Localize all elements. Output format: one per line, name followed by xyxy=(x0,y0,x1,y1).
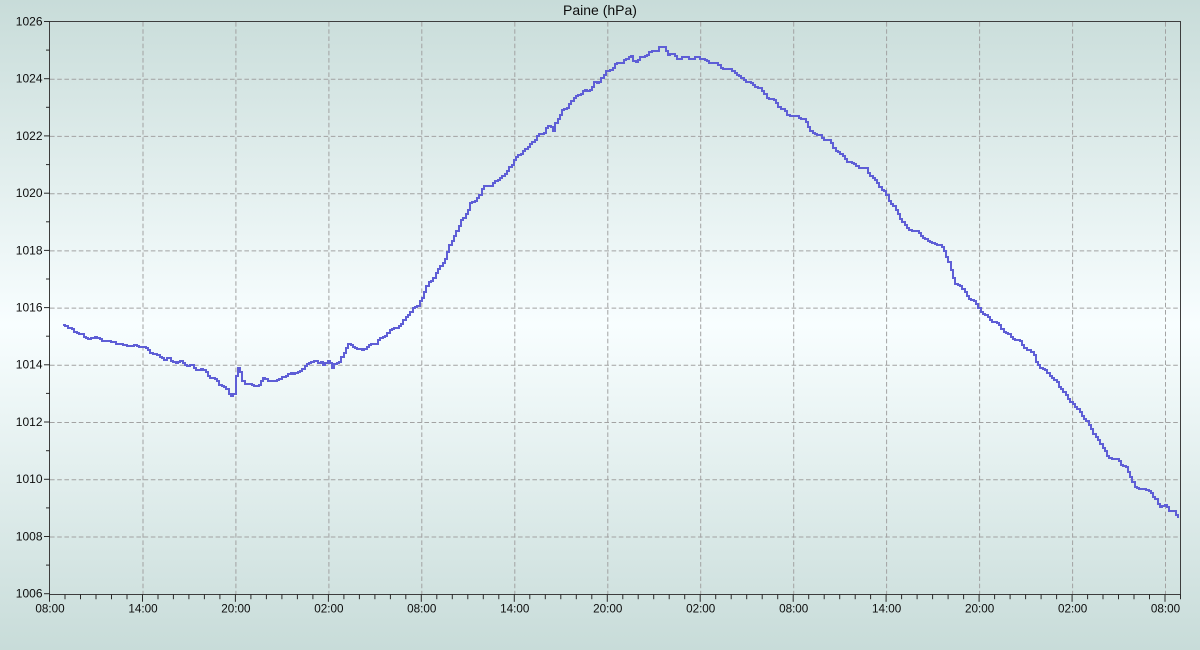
svg-text:02:00: 02:00 xyxy=(686,602,716,615)
svg-text:08:00: 08:00 xyxy=(1151,602,1181,615)
svg-text:02:00: 02:00 xyxy=(314,602,344,615)
svg-text:1010: 1010 xyxy=(16,472,43,486)
svg-text:02:00: 02:00 xyxy=(1058,602,1088,615)
svg-text:14:00: 14:00 xyxy=(128,602,158,615)
svg-text:Paine (hPa): Paine (hPa) xyxy=(563,2,637,18)
svg-text:1012: 1012 xyxy=(16,415,43,429)
svg-text:08:00: 08:00 xyxy=(35,602,65,615)
svg-text:08:00: 08:00 xyxy=(407,602,437,615)
svg-text:1016: 1016 xyxy=(16,301,43,315)
svg-text:1014: 1014 xyxy=(16,358,43,372)
svg-text:08:00: 08:00 xyxy=(779,602,809,615)
svg-text:14:00: 14:00 xyxy=(872,602,902,615)
svg-text:1022: 1022 xyxy=(16,129,43,143)
svg-text:1024: 1024 xyxy=(16,72,43,86)
svg-text:1026: 1026 xyxy=(16,14,43,28)
svg-text:20:00: 20:00 xyxy=(593,602,623,615)
svg-text:1008: 1008 xyxy=(16,529,43,543)
svg-text:20:00: 20:00 xyxy=(965,602,995,615)
svg-text:1018: 1018 xyxy=(16,243,43,257)
svg-text:14:00: 14:00 xyxy=(500,602,530,615)
svg-text:1006: 1006 xyxy=(16,587,43,601)
svg-text:1020: 1020 xyxy=(16,186,43,200)
svg-text:20:00: 20:00 xyxy=(221,602,251,615)
